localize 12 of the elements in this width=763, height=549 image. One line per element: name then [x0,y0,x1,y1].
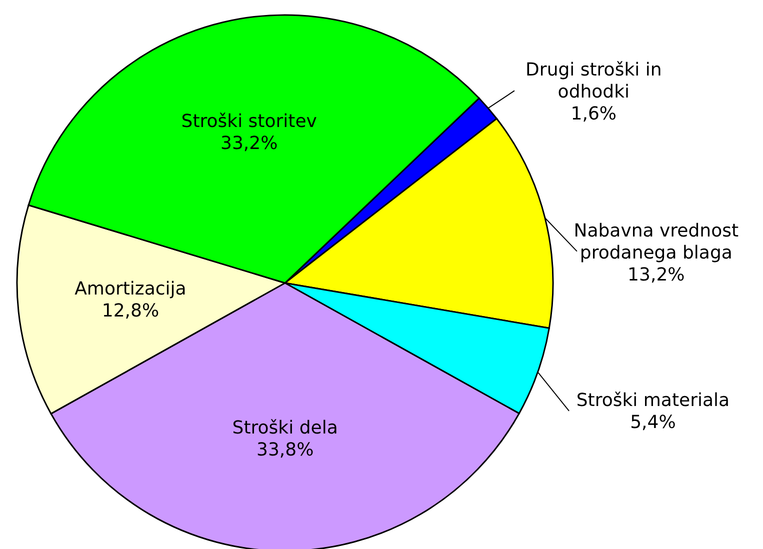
slice-label: Amortizacija [74,278,186,300]
data-label: 5,4% [630,412,676,433]
data-label: 13,2% [628,264,685,286]
slice-label: Drugi stroški in odhodki [526,60,662,103]
slice-label: Stroški storitev [181,110,318,132]
slice-label: Nabavna vrednost prodanega blaga [574,220,739,264]
data-label: 12,8% [102,300,160,322]
data-label: 1,6% [570,104,617,125]
slice-label: Stroški dela [232,417,338,438]
data-label: 33,2% [220,132,278,154]
slice-label: Stroški materiala [576,390,730,411]
data-label: 33,8% [256,439,314,460]
